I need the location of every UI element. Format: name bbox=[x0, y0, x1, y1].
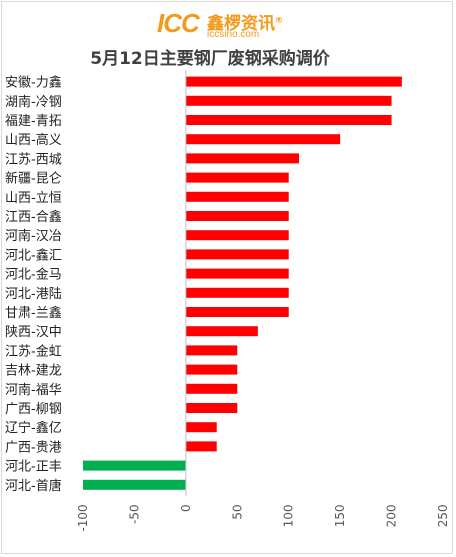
bar bbox=[185, 134, 341, 145]
category-label: 山西-高义 bbox=[5, 132, 62, 148]
bar bbox=[185, 441, 217, 452]
category-label: 吉林-建龙 bbox=[5, 364, 62, 379]
category-label: 广西-柳钢 bbox=[5, 402, 62, 417]
x-tick-label: 50 bbox=[230, 504, 244, 519]
category-label: 陕西-汉中 bbox=[5, 325, 62, 340]
x-tick-label: -100 bbox=[76, 504, 90, 531]
category-label: 江苏-金虹 bbox=[5, 343, 62, 359]
chart-title: 5月12日主要钢厂废钢采购调价 bbox=[90, 49, 330, 69]
bar bbox=[185, 287, 289, 298]
x-tick-label: 250 bbox=[436, 504, 450, 527]
bar bbox=[185, 345, 238, 356]
category-label: 安徽-力鑫 bbox=[5, 75, 62, 91]
x-tick-label: -50 bbox=[127, 504, 141, 524]
x-tick-label: 150 bbox=[333, 504, 347, 527]
category-label: 江苏-西城 bbox=[5, 151, 62, 167]
logo-name: 鑫椤资讯® bbox=[207, 14, 283, 34]
category-label: 河北-鑫汇 bbox=[5, 247, 62, 263]
category-label: 河南-福华 bbox=[5, 382, 62, 398]
category-label: 河北-港陆 bbox=[5, 286, 62, 302]
bar bbox=[185, 76, 402, 87]
bar bbox=[185, 191, 289, 202]
category-label: 福建-青拓 bbox=[5, 114, 62, 129]
bar bbox=[185, 211, 289, 221]
x-tick-label: 0 bbox=[179, 504, 193, 512]
category-label: 江西-合鑫 bbox=[5, 209, 62, 225]
category-label: 河北-首唐 bbox=[5, 478, 62, 494]
bar bbox=[185, 268, 289, 279]
category-label: 河南-汉冶 bbox=[5, 228, 62, 244]
x-tick-label: 100 bbox=[282, 504, 296, 527]
bar bbox=[185, 249, 289, 260]
bar bbox=[185, 307, 289, 317]
bar bbox=[185, 115, 392, 125]
category-label: 甘肃-兰鑫 bbox=[5, 305, 62, 321]
bar bbox=[185, 153, 299, 164]
category-label: 山西-立恒 bbox=[5, 191, 62, 206]
logo-brand: ICC bbox=[157, 8, 200, 38]
category-label: 湖南-冷钢 bbox=[5, 94, 62, 110]
bar bbox=[185, 172, 289, 183]
category-label: 辽宁-鑫亿 bbox=[5, 420, 62, 436]
category-label: 新疆-昆仑 bbox=[5, 171, 62, 187]
bar bbox=[185, 403, 238, 413]
logo-url: iccsino.com bbox=[207, 29, 260, 40]
bar bbox=[83, 460, 186, 471]
category-label: 河北-金马 bbox=[5, 267, 62, 283]
bar bbox=[185, 364, 238, 375]
bar bbox=[185, 383, 238, 394]
category-label: 河北-正丰 bbox=[5, 460, 62, 475]
bar bbox=[185, 95, 392, 106]
bar bbox=[185, 326, 258, 337]
bar bbox=[83, 479, 186, 490]
bar bbox=[185, 422, 217, 433]
x-tick-label: 200 bbox=[385, 504, 399, 527]
category-label: 广西-贵港 bbox=[5, 440, 62, 455]
bar bbox=[185, 230, 289, 241]
